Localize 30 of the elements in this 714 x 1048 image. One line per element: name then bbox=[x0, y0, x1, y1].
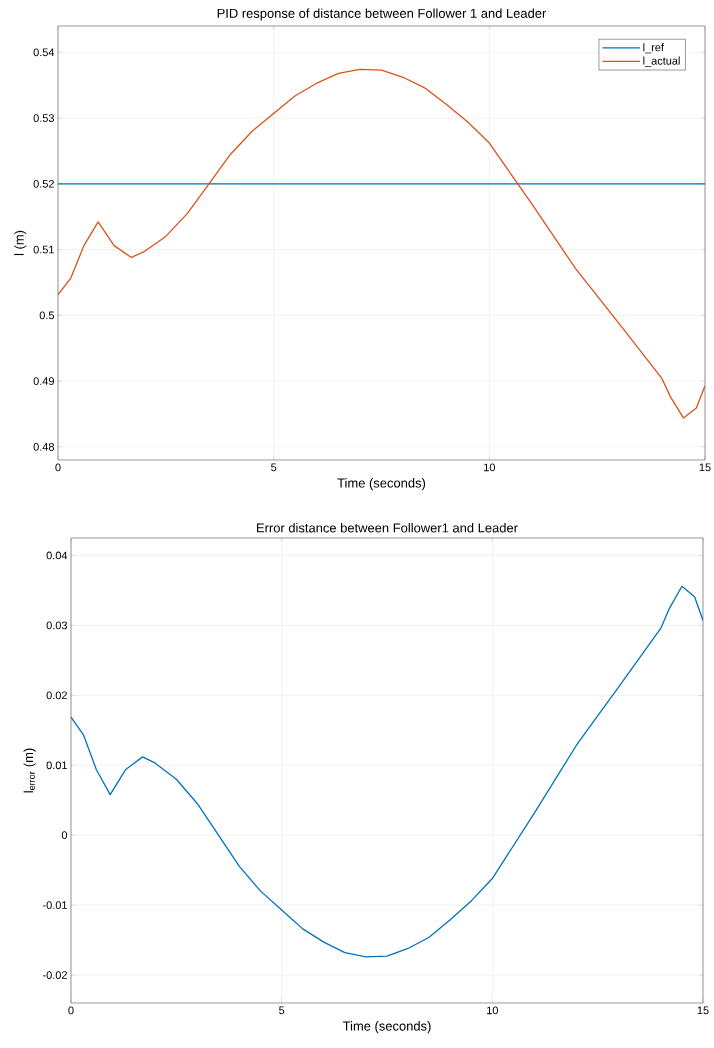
y-tick-label: 0.01 bbox=[46, 761, 67, 770]
x-tick-label: 5 bbox=[278, 1006, 285, 1015]
y-axis-title: l (m) bbox=[14, 230, 27, 256]
x-tick-label: 5 bbox=[270, 463, 277, 472]
x-axis-title: Time (seconds) bbox=[342, 1021, 431, 1034]
x-tick-label: 10 bbox=[483, 463, 495, 472]
y-tick-label: 0.02 bbox=[46, 691, 67, 700]
y-tick-label: 0.04 bbox=[46, 551, 67, 560]
y-tick-label: 0.03 bbox=[46, 621, 67, 630]
x-tick-label: 15 bbox=[699, 463, 711, 472]
y-tick-label: -0.02 bbox=[42, 971, 67, 979]
y-tick-label: 0.53 bbox=[33, 114, 54, 122]
x-axis-title: Time (seconds) bbox=[337, 478, 425, 491]
y-tick-label: 0.48 bbox=[33, 442, 54, 451]
y-tick-label: 0.5 bbox=[39, 311, 54, 320]
chart-title: PID response of distance between Follower 1 and Leader bbox=[217, 8, 546, 21]
line-series bbox=[70, 585, 703, 958]
x-tick-label: 15 bbox=[697, 1006, 709, 1015]
y-tick-label: -0.01 bbox=[42, 901, 67, 909]
y-tick-label: 0.54 bbox=[33, 48, 54, 57]
legend-label: l_ref bbox=[643, 43, 664, 54]
y-tick-label: 0.49 bbox=[33, 377, 54, 385]
chart-title: Error distance between Follower1 and Leader bbox=[256, 522, 518, 533]
y-axis-title: l$_{error}$ (m) bbox=[23, 748, 36, 793]
x-tick-label: 10 bbox=[486, 1006, 498, 1015]
y-tick-label: 0.51 bbox=[33, 245, 54, 254]
x-tick-label: 0 bbox=[68, 1006, 74, 1015]
legend-label: l_actual bbox=[643, 56, 680, 67]
y-tick-label: 0 bbox=[61, 831, 67, 840]
y-tick-label: 0.52 bbox=[33, 179, 54, 188]
